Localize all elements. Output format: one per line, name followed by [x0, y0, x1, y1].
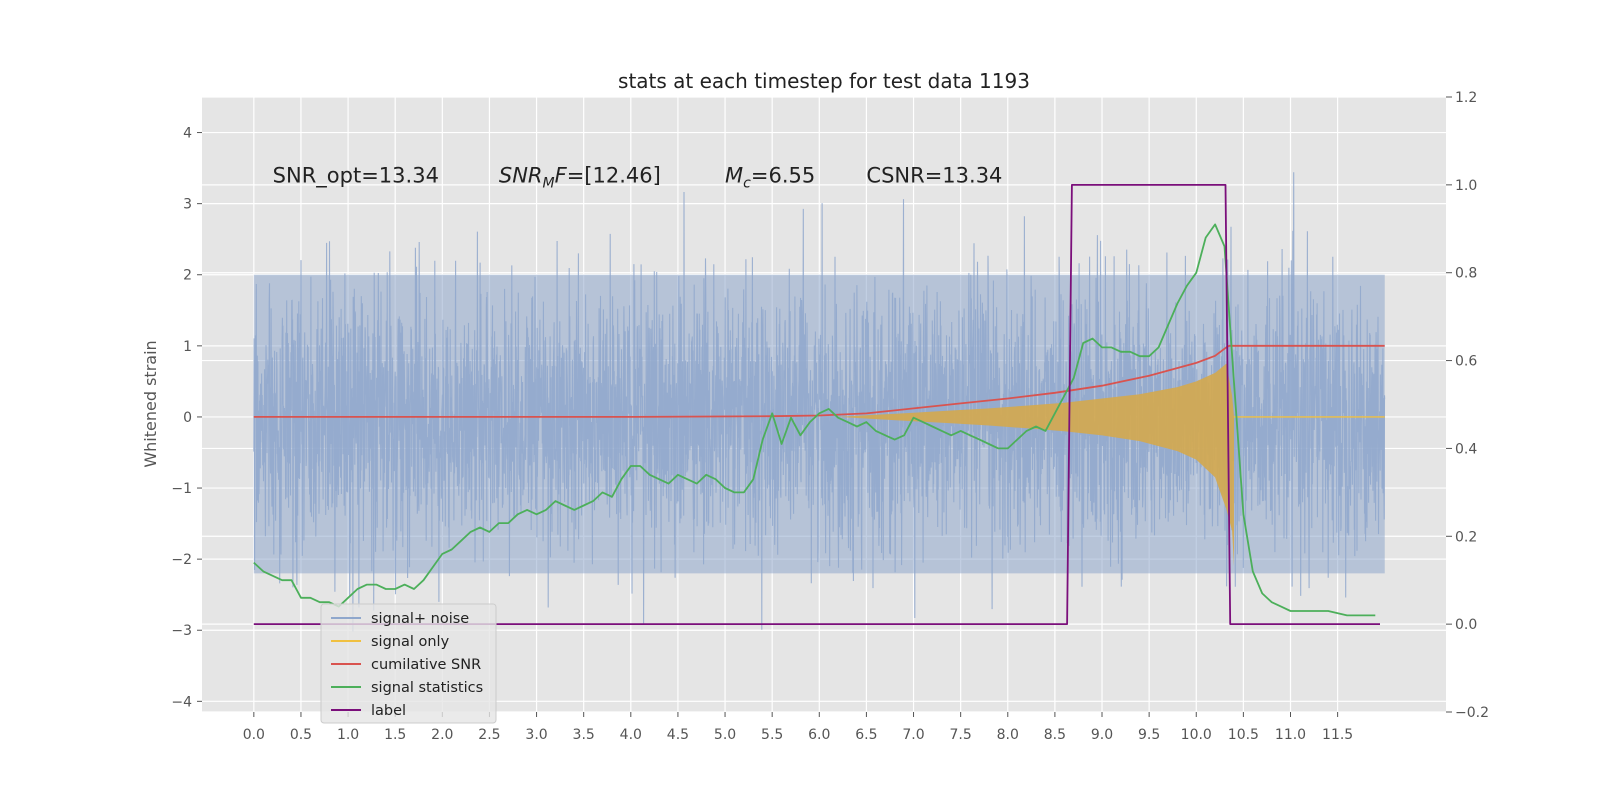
y2-tick-label: 0.8	[1455, 266, 1477, 282]
y-tick-label: 3	[183, 197, 192, 213]
y-tick-label: −3	[171, 623, 192, 639]
x-tick-label: 9.5	[1138, 727, 1160, 743]
x-tick-label: 3.5	[573, 727, 595, 743]
series-cumilative-snr	[253, 344, 1385, 418]
x-tick-label: 0.5	[290, 727, 312, 743]
y-tick-label: 4	[183, 126, 192, 142]
legend-box	[320, 603, 497, 724]
x-tick-label: 2.5	[478, 727, 500, 743]
x-tick-label: 7.5	[950, 727, 972, 743]
series-line	[253, 223, 1376, 617]
x-tick-label: 6.5	[855, 727, 877, 743]
legend-label: signal statistics	[371, 680, 483, 696]
y2-tick-label: 0.6	[1455, 354, 1477, 370]
y2-tick-label: 1.2	[1455, 90, 1477, 106]
x-tick-label: 3.0	[525, 727, 547, 743]
x-tick-label: 5.0	[714, 727, 736, 743]
x-tick-label: 4.0	[620, 727, 642, 743]
y2-tick-label: 1.0	[1455, 178, 1477, 194]
y-tick-label: −2	[171, 552, 192, 568]
plot-area	[253, 172, 1386, 632]
y2-tick-label: 0.4	[1455, 441, 1477, 457]
x-tick-label: 1.5	[384, 727, 406, 743]
chart-title: stats at each timestep for test data 119…	[618, 69, 1030, 93]
x-tick-label: 0.0	[243, 727, 265, 743]
legend-label: cumilative SNR	[371, 657, 481, 673]
annotation: Mc=6.55	[725, 163, 815, 191]
x-tick-label: 6.0	[808, 727, 830, 743]
legend-label: label	[371, 703, 406, 719]
annotation: SNRMF=[12.46]	[499, 163, 661, 191]
y-tick-label: −1	[171, 481, 192, 497]
y-tick-label: 0	[183, 410, 192, 426]
y-tick-label: −4	[171, 694, 192, 710]
legend-label: signal only	[371, 634, 450, 650]
y2-tick-label: 0.0	[1455, 617, 1477, 633]
x-tick-label: 5.5	[761, 727, 783, 743]
x-tick-label: 8.5	[1044, 727, 1066, 743]
annotations: SNR_opt=13.34 SNRMF=[12.46] Mc=6.55 CSNR=13…	[273, 163, 1003, 191]
x-tick-label: 2.0	[431, 727, 453, 743]
x-tick-label: 10.0	[1181, 727, 1212, 743]
x-tick-label: 8.0	[997, 727, 1019, 743]
y-tick-label: 2	[183, 268, 192, 284]
legend-label: signal+ noise	[371, 611, 469, 627]
y-tick-label: 1	[183, 339, 192, 355]
series-signal-only	[838, 363, 1385, 567]
x-tick-label: 4.5	[667, 727, 689, 743]
y2-tick-label: −0.2	[1455, 705, 1489, 721]
x-tick-label: 1.0	[337, 727, 359, 743]
series-line	[253, 184, 1380, 625]
axes: 0.0 0.5 1.0 1.5 2.0 2.5 3.0 3.5 4.0 4.5 5.0 5.5 6.0 6…	[171, 90, 1489, 743]
series-signal-statistics	[253, 223, 1376, 617]
annotation: CSNR=13.34	[866, 163, 1002, 187]
legend: signal+ noise signal only cumilative SNR si…	[320, 603, 497, 724]
x-tick-label: 11.5	[1322, 727, 1353, 743]
x-tick-label: 7.0	[902, 727, 924, 743]
series-line	[253, 344, 1385, 418]
annotation: SNR_opt=13.34	[273, 163, 439, 188]
x-tick-label: 10.5	[1228, 727, 1259, 743]
y2-tick-label: 0.2	[1455, 529, 1477, 545]
x-tick-label: 11.0	[1275, 727, 1306, 743]
x-tick-label: 9.0	[1091, 727, 1113, 743]
series-area	[838, 363, 1234, 567]
series-label	[253, 184, 1380, 625]
y-axis-label: Whitened strain	[141, 340, 160, 467]
